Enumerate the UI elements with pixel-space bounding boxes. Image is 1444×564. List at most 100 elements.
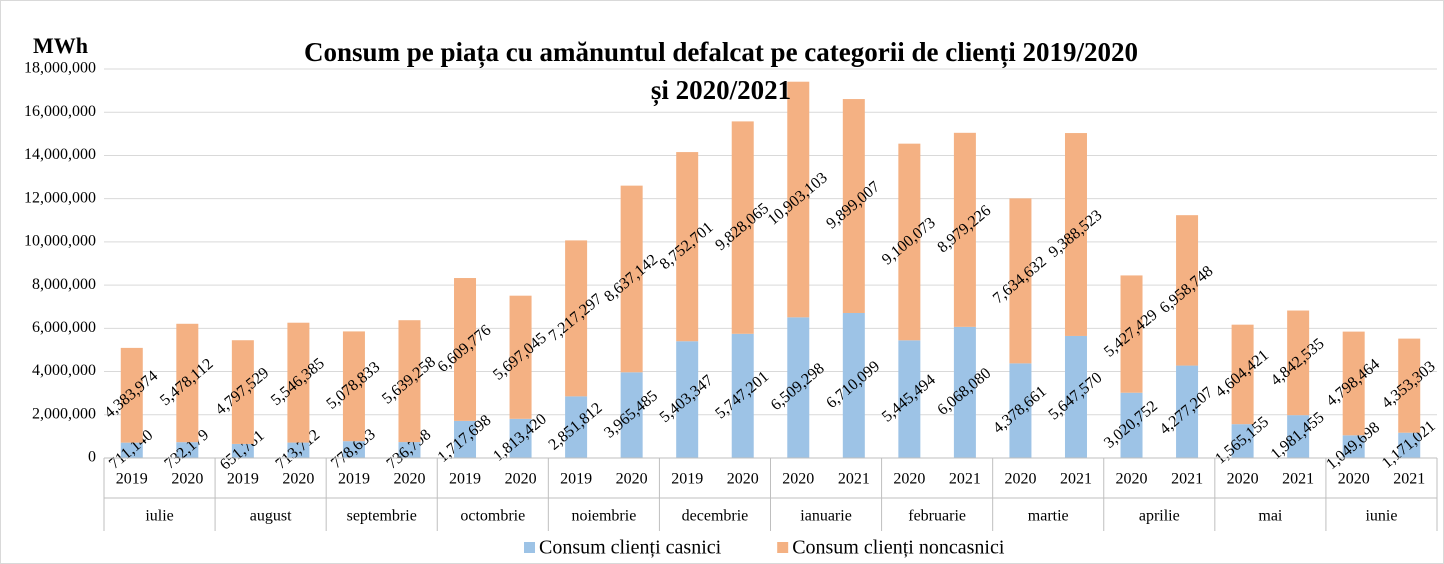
bar-segment (342, 331, 365, 442)
bar-segment (342, 441, 365, 458)
group-label: noiembrie (571, 508, 636, 525)
bar-segment (842, 312, 865, 458)
y-tick-label: 8,000,000 (32, 276, 96, 293)
bar-segment (1064, 335, 1087, 458)
bar-segment (231, 340, 254, 444)
bar-segment (1064, 133, 1087, 336)
bar-segment (1120, 275, 1143, 393)
x-tick-label: 2020 (171, 471, 203, 488)
bar-segment (176, 323, 199, 443)
bar-segment (1287, 415, 1310, 458)
x-tick-label: 2019 (338, 471, 370, 488)
bar-segment (287, 442, 310, 458)
bar-segment (1231, 424, 1254, 458)
bar-segment (731, 121, 754, 334)
group-label: septembrie (347, 508, 417, 525)
bar-segment (1398, 338, 1421, 433)
x-tick-label: 2021 (1171, 471, 1203, 488)
group-label: martie (1028, 508, 1069, 525)
y-tick-label: 16,000,000 (24, 103, 96, 120)
x-tick-label: 2021 (1060, 471, 1092, 488)
x-tick-label: 2021 (1282, 471, 1314, 488)
x-tick-label: 2020 (1116, 471, 1148, 488)
x-tick-label: 2019 (560, 471, 592, 488)
x-tick-label: 2021 (1393, 471, 1425, 488)
x-tick-label: 2021 (838, 471, 870, 488)
bar-segment (287, 322, 310, 443)
y-tick-label: 4,000,000 (32, 362, 96, 379)
bar-segment (454, 420, 477, 458)
bar-segment (1176, 365, 1199, 458)
bar-segment (620, 185, 643, 373)
bar-segment (1120, 392, 1143, 458)
bar-segment (1342, 331, 1365, 436)
group-label: mai (1258, 508, 1283, 525)
legend-swatch (524, 542, 535, 553)
bar-segment (953, 326, 976, 458)
y-tick-label: 0 (88, 449, 96, 466)
bar-segment (898, 143, 921, 341)
x-tick-label: 2020 (616, 471, 648, 488)
x-tick-label: 2020 (782, 471, 814, 488)
y-tick-label: 12,000,000 (24, 189, 96, 206)
bar-segment (176, 442, 199, 458)
bar-segment (231, 443, 254, 458)
x-tick-label: 2020 (727, 471, 759, 488)
bar-segment (454, 278, 477, 421)
x-tick-label: 2020 (282, 471, 314, 488)
x-tick-label: 2020 (505, 471, 537, 488)
y-tick-label: 14,000,000 (24, 146, 96, 163)
bar-segment (676, 152, 699, 342)
x-tick-label: 2021 (949, 471, 981, 488)
bar-segment (509, 418, 532, 458)
bar-segment (398, 442, 421, 458)
y-axis-label: MWh (33, 33, 88, 58)
bar-segment (620, 372, 643, 458)
bar-segment (898, 340, 921, 458)
group-label: octombrie (460, 508, 525, 525)
bar-segment (120, 442, 143, 458)
bar-segment (565, 396, 588, 458)
bar-segment (120, 347, 143, 443)
bar-segment (398, 320, 421, 443)
x-tick-label: 2020 (1227, 471, 1259, 488)
bar-segment (1287, 310, 1310, 416)
bar-segment (676, 341, 699, 458)
group-label: decembrie (682, 508, 749, 525)
x-tick-label: 2019 (116, 471, 148, 488)
y-tick-label: 2,000,000 (32, 405, 96, 422)
x-tick-label: 2020 (1338, 471, 1370, 488)
bar-segment (1398, 432, 1421, 458)
y-tick-label: 10,000,000 (24, 233, 96, 250)
group-label: iulie (145, 508, 173, 525)
bar-segment (1342, 435, 1365, 458)
bar-segment (1009, 363, 1032, 458)
bar-segment (787, 317, 810, 458)
group-label: februarie (908, 508, 966, 525)
x-tick-label: 2019 (671, 471, 703, 488)
chart-title: Consum pe piața cu amănuntul defalcat pe… (304, 37, 1138, 105)
bar-segment (787, 81, 810, 318)
bar-segment (1009, 198, 1032, 364)
x-tick-label: 2020 (1004, 471, 1036, 488)
group-label: aprilie (1139, 508, 1180, 525)
bar-segment (731, 333, 754, 458)
x-tick-label: 2019 (449, 471, 481, 488)
y-tick-label: 6,000,000 (32, 319, 96, 336)
group-label: august (250, 508, 292, 525)
y-tick-label: 18,000,000 (24, 60, 96, 77)
bar-segment (842, 99, 865, 313)
legend-label: Consum clienți casnici (539, 537, 722, 559)
group-label: ianuarie (800, 508, 852, 525)
bar-segment (1231, 324, 1254, 425)
bar-segment (565, 240, 588, 397)
bar-segment (509, 295, 532, 419)
x-tick-label: 2019 (227, 471, 259, 488)
x-tick-label: 2020 (893, 471, 925, 488)
x-tick-label: 2020 (393, 471, 425, 488)
group-label: iunie (1365, 508, 1397, 525)
bar-segment (953, 132, 976, 327)
bar-segment (1176, 215, 1199, 366)
